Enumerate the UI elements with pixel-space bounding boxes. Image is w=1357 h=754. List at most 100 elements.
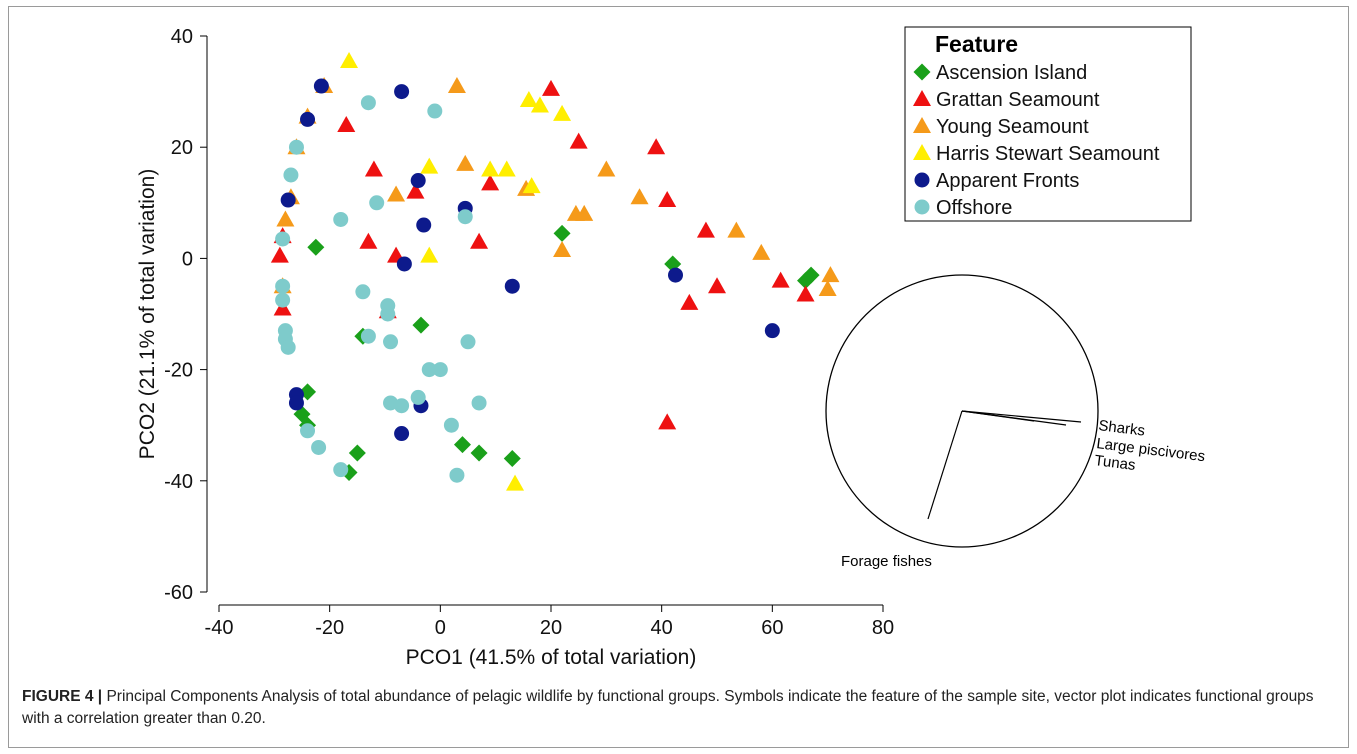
point-ascension-island xyxy=(553,224,571,242)
legend-label-harris-stewart-seamount: Harris Stewart Seamount xyxy=(936,143,1160,165)
legend-marker-offshore xyxy=(914,199,930,215)
point-offshore xyxy=(443,417,459,433)
point-apparent-fronts xyxy=(300,111,316,127)
point-ascension-island xyxy=(412,316,430,334)
point-grattan-seamount xyxy=(796,285,815,302)
point-offshore xyxy=(383,334,399,350)
point-ascension-island xyxy=(307,238,325,256)
point-offshore xyxy=(449,467,465,483)
point-offshore xyxy=(275,278,291,294)
point-grattan-seamount xyxy=(658,413,677,430)
point-offshore xyxy=(394,398,410,414)
y-tick-label: -20 xyxy=(164,360,193,382)
vector-plot: Sharks Large piscivores Tunas Forage fis… xyxy=(825,274,1206,570)
caption-label: FIGURE 4 | xyxy=(22,688,103,705)
point-apparent-fronts xyxy=(313,78,329,94)
point-apparent-fronts xyxy=(288,395,304,411)
point-offshore xyxy=(275,292,291,308)
point-offshore xyxy=(333,211,349,227)
point-young-seamount xyxy=(456,154,475,171)
point-offshore xyxy=(457,209,473,225)
point-grattan-seamount xyxy=(337,115,356,132)
x-ticks: -40 -20 0 20 40 60 80 xyxy=(205,605,894,639)
point-apparent-fronts xyxy=(668,267,683,283)
point-offshore xyxy=(360,328,376,344)
legend-items: Ascension Island Grattan Seamount Young Se… xyxy=(913,62,1160,219)
legend-label-offshore: Offshore xyxy=(936,197,1012,219)
point-young-seamount xyxy=(752,243,771,260)
point-apparent-fronts xyxy=(410,173,426,189)
vector-label-sharks: Sharks xyxy=(1098,417,1146,440)
point-offshore xyxy=(432,362,448,378)
legend-label-young-seamount: Young Seamount xyxy=(936,116,1089,138)
legend-marker-harris-stewart-seamount xyxy=(913,144,931,160)
vector-forage-fishes xyxy=(927,410,963,520)
point-ascension-island xyxy=(470,444,488,462)
point-offshore xyxy=(275,231,291,247)
point-young-seamount xyxy=(821,266,840,283)
point-apparent-fronts xyxy=(280,192,296,208)
point-grattan-seamount xyxy=(470,232,489,249)
point-young-seamount xyxy=(276,210,295,227)
figure-frame xyxy=(8,6,1349,748)
point-young-seamount xyxy=(630,188,649,205)
point-grattan-seamount xyxy=(658,191,677,208)
legend-label-apparent-fronts: Apparent Fronts xyxy=(936,170,1079,192)
point-offshore xyxy=(283,167,299,183)
point-offshore xyxy=(355,284,371,300)
legend-title: Feature xyxy=(935,31,1018,57)
point-offshore xyxy=(280,339,296,355)
x-axis-label: PCO1 (41.5% of total variation) xyxy=(406,646,697,669)
pco-scatter-chart: -60 -40 -20 0 20 40 -40 -20 0 20 40 60 80 PCO1 (41.… xyxy=(136,26,1206,669)
legend-marker-young-seamount xyxy=(913,117,931,133)
y-ticks: -60 -40 -20 0 20 40 xyxy=(164,26,207,604)
point-harris-stewart-seamount xyxy=(481,160,500,177)
y-tick-label: 0 xyxy=(182,248,193,270)
point-offshore xyxy=(460,334,476,350)
vector-label-forage-fishes: Forage fishes xyxy=(841,553,932,570)
point-grattan-seamount xyxy=(771,271,790,288)
data-points xyxy=(270,52,840,491)
vector-plot-circle xyxy=(825,274,1099,548)
point-offshore xyxy=(369,195,385,211)
point-harris-stewart-seamount xyxy=(497,160,516,177)
point-grattan-seamount xyxy=(708,277,726,294)
legend-marker-grattan-seamount xyxy=(913,90,931,106)
point-grattan-seamount xyxy=(359,232,378,249)
point-offshore xyxy=(410,389,426,405)
point-apparent-fronts xyxy=(394,84,410,100)
point-grattan-seamount xyxy=(569,132,588,149)
point-apparent-fronts xyxy=(504,278,520,294)
x-tick-label: 80 xyxy=(872,617,894,639)
x-tick-label: 20 xyxy=(540,617,562,639)
x-tick-label: 60 xyxy=(761,617,783,639)
y-axis-label: PCO2 (21.1% of total variation) xyxy=(136,169,159,460)
legend-label-ascension-island: Ascension Island xyxy=(936,62,1087,84)
point-apparent-fronts xyxy=(416,217,432,233)
legend-box xyxy=(904,26,1192,222)
point-apparent-fronts xyxy=(764,323,780,339)
point-ascension-island xyxy=(503,450,521,468)
point-harris-stewart-seamount xyxy=(553,104,572,121)
point-grattan-seamount xyxy=(696,221,715,238)
point-young-seamount xyxy=(727,221,746,238)
point-harris-stewart-seamount xyxy=(420,157,439,174)
y-tick-label: 20 xyxy=(171,137,193,159)
point-harris-stewart-seamount xyxy=(506,474,525,491)
legend-marker-ascension-island xyxy=(913,63,931,81)
point-harris-stewart-seamount xyxy=(420,246,439,263)
legend: Feature Ascension Island Grattan Seamount… xyxy=(904,26,1192,222)
vector-label-tunas: Tunas xyxy=(1094,452,1137,474)
point-grattan-seamount xyxy=(364,160,383,177)
point-young-seamount xyxy=(553,241,572,258)
point-ascension-island xyxy=(348,444,366,462)
caption-text: Principal Components Analysis of total a… xyxy=(22,688,1314,727)
point-offshore xyxy=(380,306,396,322)
vector-sharks xyxy=(961,410,1082,423)
point-grattan-seamount xyxy=(680,293,699,310)
x-tick-label: 0 xyxy=(435,617,446,639)
point-offshore xyxy=(300,423,316,439)
point-apparent-fronts xyxy=(394,426,410,442)
point-grattan-seamount xyxy=(481,174,500,191)
point-offshore xyxy=(288,139,304,155)
